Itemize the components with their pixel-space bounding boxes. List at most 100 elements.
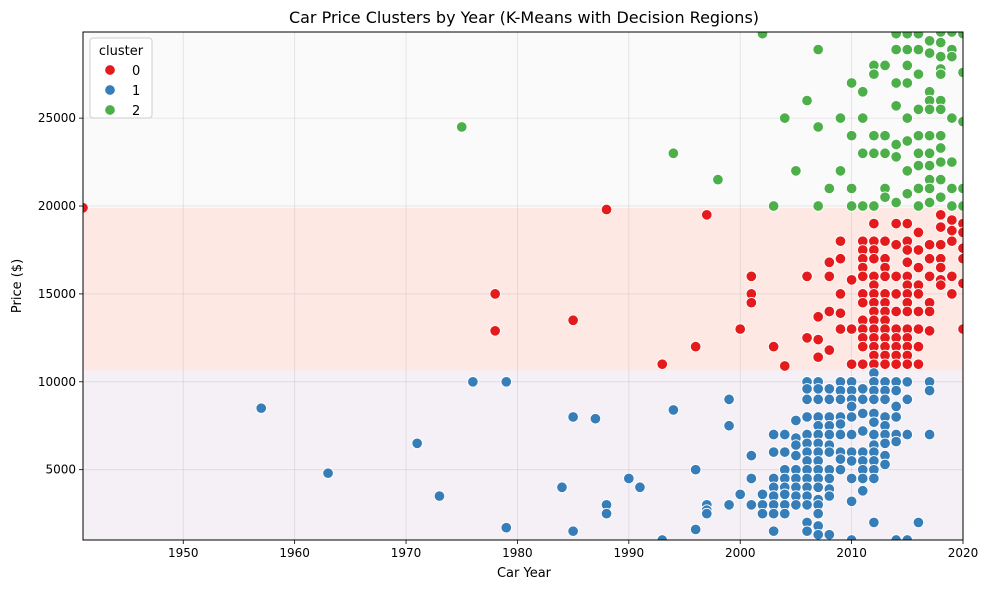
point-cluster-2: [834, 112, 847, 124]
point-cluster-0: [934, 209, 947, 221]
point-cluster-1: [745, 472, 758, 485]
point-cluster-0: [923, 253, 936, 265]
point-cluster-1: [779, 428, 791, 441]
point-cluster-2: [901, 43, 914, 56]
point-cluster-1: [901, 376, 914, 388]
point-cluster-1: [801, 525, 813, 537]
point-cluster-2: [890, 43, 902, 56]
point-cluster-1: [779, 446, 791, 458]
point-cluster-0: [890, 217, 902, 230]
point-cluster-1: [790, 414, 802, 427]
point-cluster-1: [767, 446, 780, 458]
point-cluster-0: [957, 277, 963, 290]
point-cluster-0: [823, 270, 836, 283]
point-cluster-0: [934, 238, 947, 251]
legend-label-0: 0: [132, 64, 140, 79]
point-cluster-0: [823, 256, 836, 269]
point-cluster-2: [812, 121, 824, 133]
point-cluster-1: [890, 534, 902, 540]
point-cluster-2: [901, 59, 914, 72]
point-cluster-1: [856, 485, 869, 497]
point-cluster-0: [934, 261, 947, 274]
point-cluster-0: [912, 288, 925, 300]
point-cluster-1: [623, 472, 635, 485]
point-cluster-0: [745, 270, 758, 283]
point-cluster-0: [656, 358, 668, 370]
point-cluster-1: [812, 481, 824, 494]
point-cluster-2: [923, 47, 936, 59]
x-tick-label: 1980: [502, 546, 533, 560]
point-cluster-2: [890, 196, 902, 209]
legend-title: cluster: [99, 44, 144, 59]
point-cluster-2: [934, 142, 947, 154]
x-tick-label: 1970: [391, 546, 422, 560]
point-cluster-2: [790, 165, 802, 177]
point-cluster-2: [923, 129, 936, 142]
point-cluster-0: [801, 332, 813, 344]
point-cluster-1: [845, 534, 858, 540]
legend-box: [89, 37, 153, 119]
point-cluster-0: [856, 270, 869, 283]
point-cluster-1: [868, 428, 880, 441]
point-cluster-1: [812, 507, 824, 520]
point-cluster-0: [745, 296, 758, 309]
point-cluster-2: [879, 129, 891, 142]
point-cluster-2: [901, 32, 914, 40]
point-cluster-0: [83, 202, 89, 214]
point-cluster-2: [779, 112, 791, 124]
point-cluster-1: [723, 419, 735, 432]
point-cluster-1: [589, 412, 602, 425]
point-cluster-0: [923, 325, 936, 337]
point-cluster-2: [879, 191, 891, 203]
point-cluster-1: [834, 453, 847, 465]
point-cluster-0: [957, 323, 963, 335]
point-cluster-1: [879, 437, 891, 450]
point-cluster-2: [856, 200, 869, 212]
y-tick-label: 5000: [45, 463, 76, 477]
point-cluster-0: [879, 235, 891, 247]
point-cluster-0: [934, 221, 947, 233]
point-cluster-2: [801, 94, 813, 107]
point-cluster-1: [834, 393, 847, 406]
point-cluster-1: [322, 467, 334, 479]
point-cluster-1: [767, 525, 780, 537]
point-cluster-1: [801, 499, 813, 511]
point-cluster-0: [834, 253, 847, 265]
decision-region-2: [83, 32, 963, 208]
point-cluster-2: [879, 59, 891, 72]
point-cluster-0: [923, 305, 936, 318]
x-tick-label: 2020: [948, 546, 979, 560]
point-cluster-2: [756, 32, 769, 40]
point-cluster-1: [834, 463, 847, 476]
point-cluster-0: [868, 217, 880, 230]
point-cluster-2: [868, 147, 880, 160]
point-cluster-2: [901, 187, 914, 200]
point-cluster-0: [489, 288, 501, 300]
point-cluster-0: [856, 358, 869, 370]
point-cluster-0: [834, 235, 847, 247]
point-cluster-1: [845, 455, 858, 467]
point-cluster-0: [901, 244, 914, 256]
point-cluster-0: [923, 238, 936, 251]
point-cluster-1: [600, 507, 613, 520]
point-cluster-1: [812, 393, 824, 406]
x-axis-title: Car Year: [497, 566, 552, 581]
point-cluster-2: [912, 147, 925, 160]
point-cluster-2: [957, 32, 963, 40]
point-cluster-0: [957, 217, 963, 230]
legend-marker-1: [104, 84, 116, 96]
point-cluster-2: [901, 135, 914, 147]
point-cluster-0: [890, 305, 902, 318]
point-cluster-2: [957, 200, 963, 212]
point-cluster-2: [957, 182, 963, 195]
point-cluster-0: [901, 305, 914, 318]
point-cluster-2: [923, 196, 936, 209]
point-cluster-2: [890, 77, 902, 89]
point-cluster-2: [845, 129, 858, 142]
point-cluster-1: [901, 428, 914, 441]
point-cluster-0: [823, 305, 836, 318]
point-cluster-2: [912, 129, 925, 142]
point-cluster-2: [957, 115, 963, 128]
point-cluster-0: [957, 226, 963, 239]
point-cluster-1: [567, 411, 579, 423]
